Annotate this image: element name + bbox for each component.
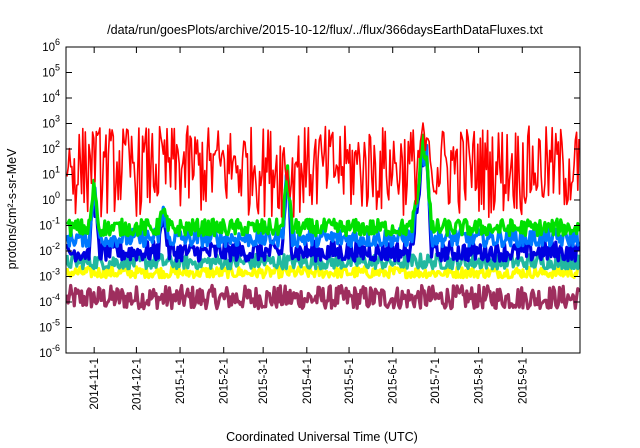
y-tick-label: 102 bbox=[42, 139, 60, 156]
x-axis-label: Coordinated Universal Time (UTC) bbox=[226, 430, 418, 444]
y-tick-label: 10-1 bbox=[39, 216, 60, 233]
x-tick-label: 2015-5-1 bbox=[344, 358, 356, 404]
x-tick-label: 2015-2-1 bbox=[219, 358, 231, 404]
x-tick-label: 2015-3-1 bbox=[258, 358, 270, 404]
y-tick-label: 100 bbox=[42, 190, 60, 207]
y-tick-label: 10-3 bbox=[39, 267, 60, 284]
series-line-6 bbox=[66, 122, 580, 218]
x-tick-label: 2015-1-1 bbox=[175, 358, 187, 404]
y-tick-label: 101 bbox=[42, 165, 60, 182]
y-axis-label: protons/cm²-s-sr-MeV bbox=[5, 148, 19, 270]
y-axis: 10-6 10-5 10-4 10-3 10-2 10-1 100 101 102 103 104 1… bbox=[39, 37, 580, 360]
series-line-4 bbox=[65, 140, 581, 249]
x-tick-label: 2015-9-1 bbox=[517, 358, 529, 404]
y-tick-label: 10-4 bbox=[39, 292, 60, 309]
y-tick-label: 10-2 bbox=[39, 241, 60, 258]
x-tick-label: 2014-11-1 bbox=[89, 358, 101, 410]
series-line-3 bbox=[65, 141, 581, 263]
y-tick-label: 104 bbox=[42, 88, 60, 105]
y-tick-label: 10-5 bbox=[39, 318, 60, 335]
series-line-0 bbox=[65, 283, 581, 311]
y-tick-label: 103 bbox=[42, 114, 60, 131]
series-line-5 bbox=[65, 133, 581, 238]
y-tick-label: 10-6 bbox=[39, 343, 60, 360]
x-tick-label: 2015-4-1 bbox=[302, 358, 314, 404]
x-axis: 2014-11-1 2014-12-1 2015-1-1 2015-2-1 2015-3… bbox=[89, 47, 529, 410]
y-tick-label: 106 bbox=[42, 37, 60, 54]
x-tick-label: 2015-6-1 bbox=[388, 358, 400, 404]
chart-title: /data/run/goesPlots/archive/2015-10-12/f… bbox=[107, 23, 543, 37]
series-layer bbox=[65, 122, 581, 311]
x-tick-label: 2015-8-1 bbox=[474, 358, 486, 404]
x-tick-label: 2014-12-1 bbox=[131, 358, 143, 410]
y-tick-label: 105 bbox=[42, 63, 60, 80]
series-line-1 bbox=[65, 264, 581, 280]
x-tick-label: 2015-7-1 bbox=[430, 358, 442, 404]
